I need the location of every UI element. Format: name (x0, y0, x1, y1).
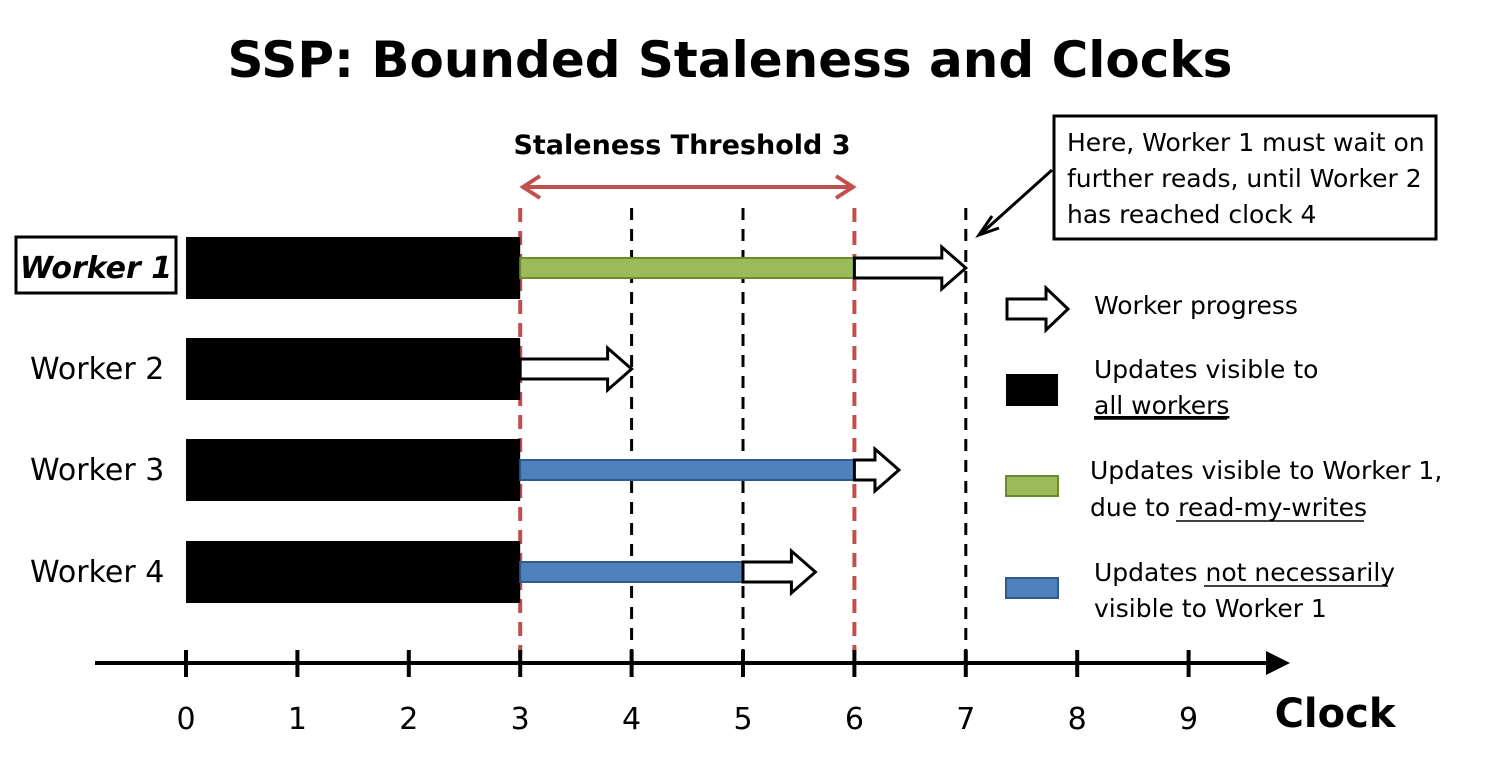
legend-not-necessarily-line1: Updates not necessarily (1094, 558, 1395, 587)
worker-4-label: Worker 4 (30, 555, 164, 590)
worker-1-progress-arrow (852, 243, 969, 293)
worker-label-box (14, 235, 178, 295)
legend-item-worker-progress: Worker progress (1005, 284, 1298, 334)
legend-green-swatch (1005, 475, 1059, 497)
clock-tick-label-6: 6 (845, 702, 864, 737)
clock-tick-label-9: 9 (1179, 702, 1198, 737)
worker-4-visible-all-bar (186, 541, 521, 603)
clock-tick-label-3: 3 (511, 702, 530, 737)
clock-tick-label-7: 7 (956, 702, 975, 737)
clock-tick-label-0: 0 (176, 702, 195, 737)
clock-tick-label-8: 8 (1068, 702, 1087, 737)
legend-item-visible-all: Updates visible to all workers (1006, 355, 1318, 420)
legend-visible-all-line2: all workers (1094, 391, 1229, 420)
worker-2-visible-all-bar (186, 338, 521, 400)
clock-axis-arrowhead (1266, 651, 1290, 675)
clock-tick-label-2: 2 (399, 702, 418, 737)
legend-item-read-my-writes: Updates visible to Worker 1, due to read… (1005, 456, 1442, 522)
worker-3-progress-arrow (852, 445, 902, 495)
worker-row-2: Worker 2 (30, 338, 634, 400)
staleness-range-arrow (519, 174, 857, 200)
worker-3-blue-updates-bar (519, 459, 856, 481)
legend-item-not-necessarily-visible: Updates not necessarily visible to Worke… (1005, 558, 1395, 623)
worker-row-4: Worker 4 (30, 541, 818, 603)
legend-read-my-writes-line1: Updates visible to Worker 1, (1090, 456, 1442, 485)
worker-1-visible-all-bar (186, 237, 521, 299)
staleness-threshold-label: Staleness Threshold 3 (513, 130, 850, 161)
legend-visible-all-line1: Updates visible to (1094, 355, 1318, 384)
worker-3-label: Worker 3 (30, 453, 164, 488)
worker-2-progress-arrow (518, 344, 634, 394)
legend: Worker progress Updates visible to all w… (1005, 284, 1442, 623)
callout-line-2: further reads, until Worker 2 (1067, 164, 1422, 193)
legend-read-my-writes-underlined: read-my-writes (1178, 493, 1367, 522)
worker-1-label: Worker 1 (20, 251, 172, 286)
slide-title: SSP: Bounded Staleness and Clocks (228, 31, 1233, 89)
clock-tick-label-5: 5 (733, 702, 752, 737)
callout-line-3: has reached clock 4 (1067, 200, 1316, 229)
clock-axis-label: Clock (1275, 691, 1397, 737)
wait-callout: Here, Worker 1 must wait on further read… (975, 114, 1438, 241)
callout-line-1: Here, Worker 1 must wait on (1067, 128, 1425, 157)
worker-4-progress-arrow (741, 547, 818, 597)
legend-worker-progress-text: Worker progress (1094, 291, 1298, 320)
worker-1-green-updates-bar (519, 257, 856, 279)
worker-rows: Worker 1 Worker 2 Worker 3 Worker 4 (14, 235, 969, 603)
legend-not-necessarily-underlined: not necessarily (1206, 558, 1396, 587)
legend-read-my-writes-line2: due to read-my-writes (1090, 493, 1367, 522)
legend-read-my-writes-prefix: due to (1090, 493, 1178, 522)
legend-progress-arrow-icon (1005, 284, 1071, 334)
clock-tick-label-4: 4 (622, 702, 641, 737)
legend-blue-swatch (1005, 577, 1059, 599)
clock-axis: 0 1 2 3 4 5 6 7 8 9 (95, 650, 1290, 737)
worker-3-visible-all-bar (186, 439, 521, 501)
clock-tick-label-1: 1 (288, 702, 307, 737)
legend-not-necessarily-prefix: Updates (1094, 558, 1206, 587)
worker-row-3: Worker 3 (30, 439, 902, 501)
legend-black-swatch (1006, 374, 1058, 406)
legend-not-necessarily-line2: visible to Worker 1 (1094, 594, 1327, 623)
worker-row-1: Worker 1 (14, 235, 969, 299)
worker-2-label: Worker 2 (30, 352, 164, 387)
worker-4-blue-updates-bar (519, 561, 745, 583)
callout-pointer (981, 168, 1054, 234)
